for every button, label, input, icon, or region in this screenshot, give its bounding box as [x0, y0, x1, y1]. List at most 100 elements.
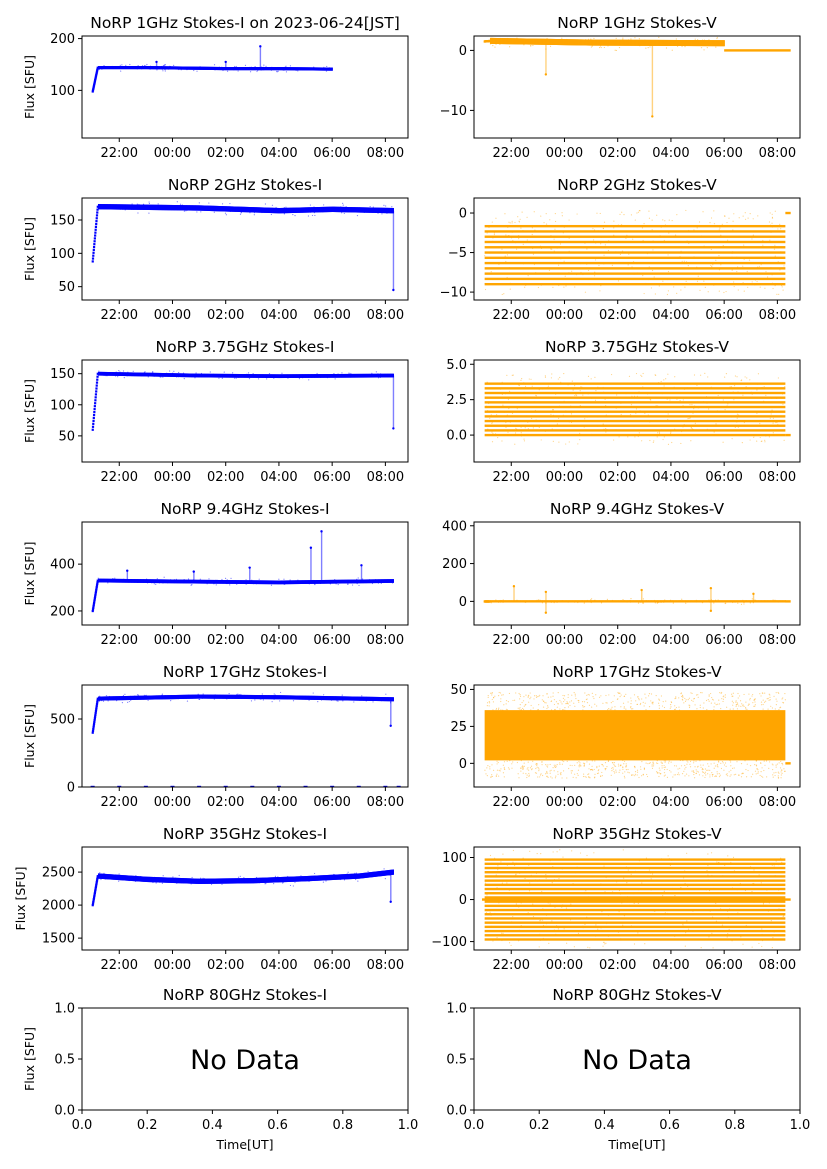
data-point [505, 260, 507, 263]
data-point [94, 402, 97, 405]
data-point [702, 262, 704, 264]
data-point [491, 441, 494, 443]
x-tick-label: 08:00 [759, 470, 796, 485]
x-tick-label: 06:00 [313, 470, 350, 485]
data-point [741, 379, 743, 381]
data-point [761, 397, 763, 399]
data-point [275, 206, 277, 209]
data-point [615, 246, 617, 248]
data-point [603, 42, 606, 44]
data-point [484, 288, 487, 291]
plot-area [483, 36, 791, 118]
data-point [561, 37, 563, 39]
data-point [535, 419, 537, 421]
data-point [194, 377, 196, 379]
data-point [98, 370, 100, 372]
data-point [688, 229, 690, 232]
data-point [781, 286, 783, 288]
data-point [348, 375, 350, 377]
data-point [761, 401, 763, 403]
data-point [342, 204, 344, 206]
data-point [640, 39, 642, 42]
data-point [196, 375, 198, 377]
data-point [638, 432, 640, 434]
data-point [777, 423, 779, 426]
data-point [283, 374, 286, 377]
data-point [218, 375, 220, 377]
data-point [363, 211, 365, 213]
data-point [713, 431, 715, 433]
data-point [544, 375, 546, 377]
data-point [93, 237, 96, 240]
data-point [304, 208, 306, 211]
data-point [498, 397, 500, 399]
data-point [598, 392, 600, 394]
data-point [577, 443, 579, 445]
chart-panel: 22:00 00:00 02:00 04:00 06:00 08:0050100150No… [22, 176, 409, 323]
data-point [577, 39, 579, 41]
data-band [484, 240, 786, 244]
data-point [91, 609, 94, 613]
data-point [322, 211, 324, 213]
data-point [247, 373, 250, 376]
x-tick-label: 22:00 [101, 308, 138, 323]
data-point [318, 376, 320, 378]
data-point [328, 374, 330, 377]
data-point [484, 397, 487, 399]
data-point [118, 370, 120, 372]
data-point [107, 66, 109, 68]
data-point [737, 266, 739, 268]
data-point [229, 206, 231, 208]
data-point [688, 417, 690, 420]
data-point [514, 432, 517, 434]
spike-point [544, 73, 548, 76]
data-band [484, 251, 786, 254]
data-point [603, 391, 605, 393]
data-point [532, 427, 534, 429]
data-point [643, 223, 645, 225]
x-tick-label: 04:00 [260, 308, 297, 323]
data-point [540, 284, 542, 286]
data-point [636, 41, 639, 43]
data-point [738, 414, 740, 416]
data-point [186, 69, 188, 71]
data-point [113, 67, 116, 69]
data-point [125, 66, 127, 69]
data-point [684, 286, 686, 288]
data-point [580, 271, 582, 274]
data-point [634, 219, 636, 221]
data-point [574, 385, 576, 387]
data-point [161, 66, 163, 69]
data-band [484, 401, 786, 404]
data-point [605, 405, 607, 407]
data-point [723, 215, 726, 217]
data-point [779, 405, 782, 408]
data-point [106, 375, 108, 377]
data-point [771, 216, 774, 218]
data-point [105, 375, 107, 377]
data-point [594, 259, 597, 261]
data-point [143, 66, 145, 68]
data-point [761, 386, 763, 389]
data-band [484, 267, 786, 270]
y-tick-label: 2.5 [446, 393, 467, 408]
data-point [532, 247, 534, 250]
data-point [341, 212, 343, 214]
data-point [484, 424, 486, 426]
data-point [521, 430, 523, 432]
data-point [92, 245, 96, 249]
data-point [327, 68, 329, 70]
data-point [178, 371, 180, 374]
data-point [491, 241, 493, 243]
data-point [174, 66, 176, 69]
data-point [772, 287, 774, 290]
data-point [696, 41, 698, 43]
data-point [649, 439, 651, 442]
data-point [599, 212, 601, 215]
data-point [636, 212, 638, 214]
data-point [269, 211, 271, 213]
data-point [500, 402, 502, 404]
data-point [558, 40, 560, 42]
data-point [742, 215, 744, 217]
data-point [179, 203, 182, 205]
